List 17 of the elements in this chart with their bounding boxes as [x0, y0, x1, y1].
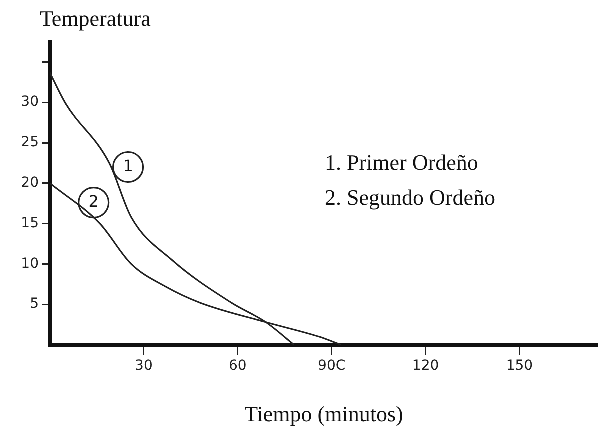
y-tick-label: 25 [21, 134, 39, 151]
annotation: 2 [88, 192, 99, 211]
annotation: 1. Primer Ordeño [325, 150, 478, 175]
y-axis-title: Temperatura [40, 6, 152, 31]
annotation: 1 [123, 156, 134, 176]
x-tick-label: 120 [412, 358, 440, 374]
y-tick-label: 20 [21, 175, 39, 192]
x-tick-label: 30 [135, 358, 153, 374]
x-tick-label: 90C [318, 358, 346, 374]
x-tick-label: 60 [228, 358, 247, 374]
x-axis-title: Tiempo (minutos) [244, 402, 404, 427]
y-tick-label: 5 [30, 296, 39, 312]
x-tick-label: 150 [506, 358, 534, 374]
annotation: 2. Segundo Ordeño [325, 185, 496, 210]
y-tick-label: 10 [21, 256, 39, 272]
y-tick-label: 15 [21, 215, 39, 232]
y-tick-label: 30 [21, 94, 39, 110]
